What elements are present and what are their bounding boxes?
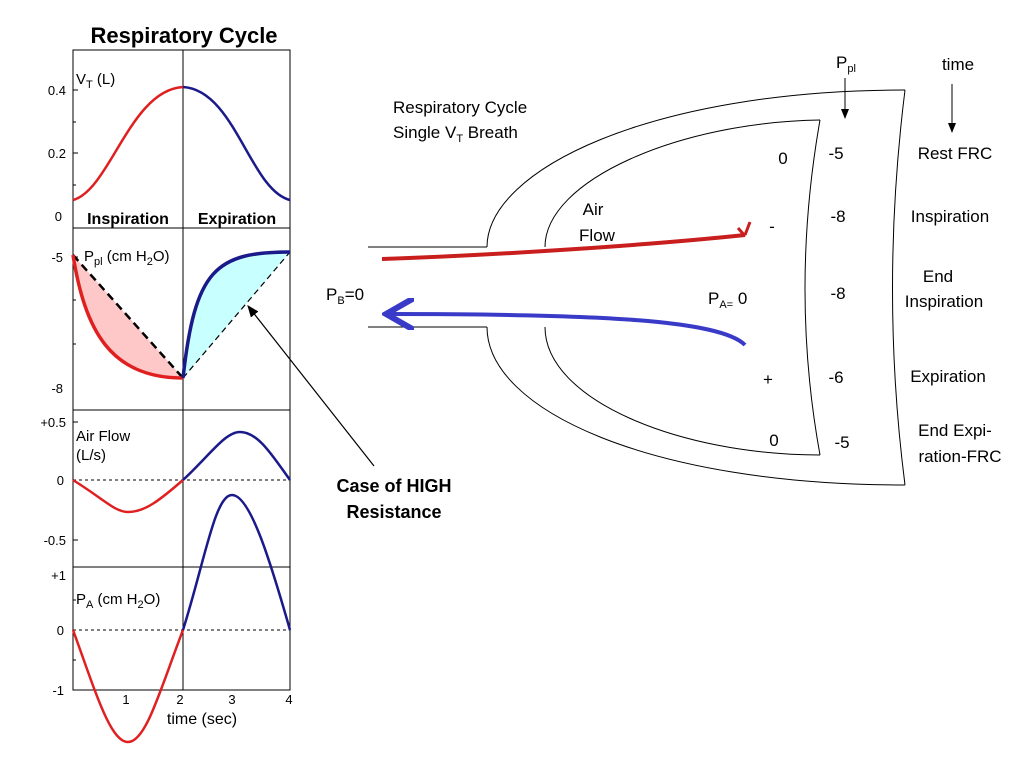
callout-arrow bbox=[247, 305, 375, 467]
tick: 0 bbox=[57, 473, 64, 488]
ppl-dash bbox=[72, 254, 184, 379]
alveolar-value: 0 bbox=[769, 431, 778, 450]
alveolar-value: - bbox=[769, 217, 775, 236]
x-tick: 4 bbox=[285, 692, 292, 707]
lung-title: Single VT Breath bbox=[393, 123, 518, 145]
phase-label: End Expi- bbox=[918, 421, 992, 440]
phase: Expiration bbox=[198, 211, 276, 228]
lung-outline bbox=[368, 89, 906, 486]
phase-label: Inspiration bbox=[911, 207, 989, 226]
vt-label: VT (L) bbox=[76, 71, 115, 91]
ppl-sub2: 2 bbox=[147, 256, 153, 268]
pleural-value: -6 bbox=[828, 368, 843, 387]
inflow-arrowhead bbox=[736, 221, 752, 237]
phase-label: Inspiration bbox=[905, 292, 983, 311]
pa-sub: A bbox=[86, 599, 94, 611]
callout: Resistance bbox=[346, 502, 441, 522]
callout: Case of HIGH bbox=[336, 476, 451, 496]
lung-title-rest: Breath bbox=[463, 123, 518, 142]
pa: PA= 0 bbox=[708, 289, 747, 311]
tick: 0 bbox=[57, 623, 64, 638]
ppl-insp-curve bbox=[71, 254, 184, 380]
phase-label: ration-FRC bbox=[918, 447, 1001, 466]
flow-label: (L/s) bbox=[76, 447, 106, 464]
outflow-arrow bbox=[390, 314, 747, 347]
lung-title: Respiratory Cycle bbox=[393, 98, 527, 117]
pleural-value: -5 bbox=[828, 144, 843, 163]
tick: +1 bbox=[51, 568, 66, 583]
pa-main: P bbox=[708, 289, 719, 308]
alveolar-value: + bbox=[763, 370, 773, 389]
tick: -1 bbox=[52, 683, 64, 698]
pa-exp-curve bbox=[181, 493, 292, 631]
air-flow: Air bbox=[583, 200, 604, 219]
ppl-main: P bbox=[84, 248, 94, 265]
phase-label: End bbox=[923, 267, 953, 286]
pleural-value: -8 bbox=[830, 284, 845, 303]
pleural-value: -5 bbox=[834, 433, 849, 452]
pa-main: P bbox=[76, 591, 86, 608]
time-header: time bbox=[942, 55, 974, 74]
tick: +0.5 bbox=[40, 415, 66, 430]
x-tick: 2 bbox=[176, 692, 183, 707]
vt-insp-curve bbox=[72, 85, 184, 202]
pa-insp-curve bbox=[71, 629, 185, 744]
vt-main: V bbox=[76, 71, 86, 88]
pa-sub2: 2 bbox=[138, 599, 144, 611]
flow-exp-curve bbox=[182, 430, 292, 481]
alveolar-value: 0 bbox=[778, 149, 787, 168]
left-title: Respiratory Cycle bbox=[90, 23, 277, 48]
pb-sub: B bbox=[337, 295, 344, 307]
phase-label: Expiration bbox=[910, 367, 986, 386]
tick: 0.2 bbox=[48, 146, 66, 161]
pa-rest: O) bbox=[144, 591, 161, 608]
phase: Inspiration bbox=[87, 211, 169, 228]
ppl-header: Ppl bbox=[836, 53, 856, 75]
tick: -8 bbox=[51, 381, 63, 396]
pleural-value: -8 bbox=[830, 207, 845, 226]
ppl-rest: O) bbox=[153, 248, 170, 265]
ppl-exp-curve bbox=[181, 250, 291, 379]
pa-rest: 0 bbox=[733, 289, 747, 308]
pb-main: P bbox=[326, 285, 337, 304]
lung-title-main: Single V bbox=[393, 123, 457, 142]
inflow-arrow bbox=[381, 233, 746, 261]
pb: PB=0 bbox=[326, 285, 364, 307]
panel-frames bbox=[72, 49, 291, 691]
x-tick: 3 bbox=[228, 692, 235, 707]
lung-title-sub: T bbox=[456, 133, 463, 145]
tick: -5 bbox=[51, 250, 63, 265]
ppl-label: Ppl (cm H2O) bbox=[84, 248, 170, 268]
tick: 0 bbox=[55, 209, 62, 224]
flow-insp-curve bbox=[72, 478, 184, 514]
flow-label: Air Flow bbox=[76, 428, 130, 445]
tick: 0.4 bbox=[48, 83, 66, 98]
ppl-header-sub: pl bbox=[847, 63, 856, 75]
ppl-dash bbox=[182, 251, 291, 379]
phase-label: Rest FRC bbox=[918, 144, 993, 163]
air-flow: Flow bbox=[579, 226, 616, 245]
ppl-sub: pl bbox=[94, 256, 103, 268]
vt-sub: T bbox=[86, 79, 93, 91]
tick: -0.5 bbox=[44, 533, 66, 548]
ppl-header-main: P bbox=[836, 53, 847, 72]
pa-mid: (cm H bbox=[93, 591, 137, 608]
ppl-mid: (cm H bbox=[103, 248, 147, 265]
vt-rest: (L) bbox=[93, 71, 116, 88]
pa-label: PA (cm H2O) bbox=[76, 591, 160, 611]
pb-rest: =0 bbox=[345, 285, 364, 304]
pa-sub: A= bbox=[719, 299, 733, 311]
vt-exp-curve bbox=[182, 85, 291, 202]
x-label: time (sec) bbox=[167, 711, 237, 728]
x-tick: 1 bbox=[122, 692, 129, 707]
